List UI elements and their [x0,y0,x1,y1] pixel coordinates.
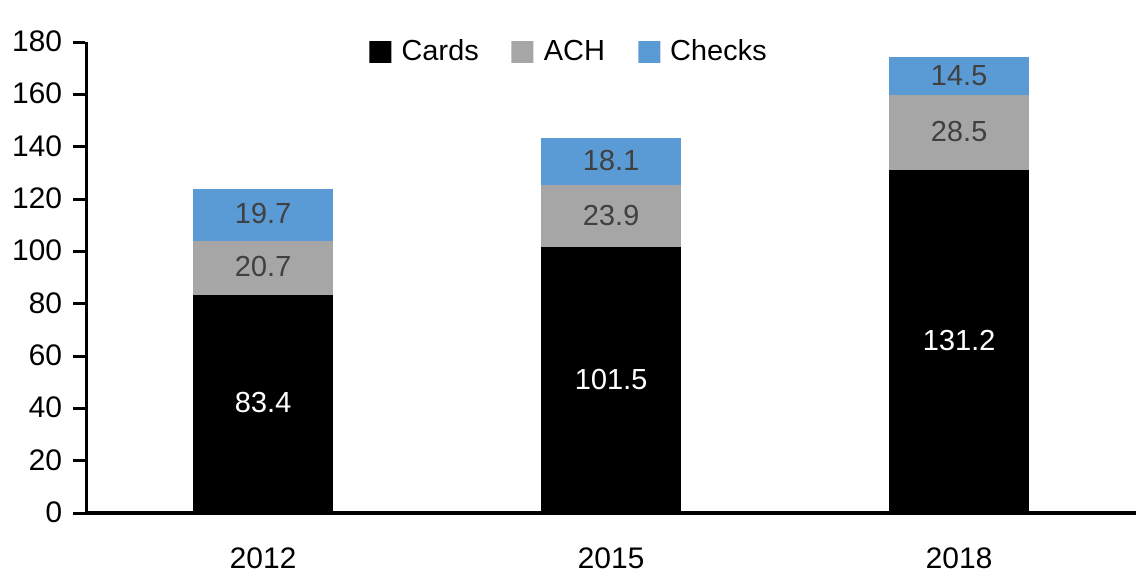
legend-label: Checks [669,35,767,67]
legend-label: Cards [401,35,479,67]
legend-swatch-icon [511,40,534,63]
legend: Cards ACH Checks [369,35,767,68]
y-axis-tick [73,197,85,201]
x-axis-category-label: 2018 [925,542,993,575]
bar-value-label: 83.4 [234,387,292,420]
bar-value-label: 28.5 [930,115,988,148]
bar-value-label: 20.7 [234,251,292,284]
x-axis-line [85,511,1136,515]
bar-value-label: 14.5 [930,59,988,92]
y-axis-tick [73,511,85,515]
bar-segment-cards: 101.5 [541,247,681,513]
y-axis-tick [73,249,85,253]
y-axis-tick-label: 60 [28,339,62,372]
y-axis-tick [73,40,85,44]
y-axis-tick [73,354,85,358]
y-axis-tick-label: 40 [28,391,62,425]
bar-segment-checks: 18.1 [541,137,681,185]
y-axis-line [85,42,88,513]
bar-value-label: 101.5 [574,363,648,396]
bar-segment-cards: 83.4 [193,294,333,513]
bar-segment-ach: 23.9 [541,184,681,248]
x-axis-category-label: 2012 [229,542,297,575]
y-axis-tick [73,92,85,96]
bar-value-label: 131.2 [922,324,996,357]
bar-segment-checks: 19.7 [193,189,333,241]
legend-label: ACH [543,35,605,67]
legend-swatch-icon [369,40,392,63]
y-axis-tick-label: 0 [45,496,62,529]
legend-swatch-icon [637,40,660,63]
bar-value-label: 23.9 [582,199,640,232]
y-axis-tick-label: 80 [28,286,62,320]
x-axis-category-label: 2015 [577,542,645,575]
y-axis-tick [73,406,85,410]
bar-segment-ach: 20.7 [193,240,333,295]
y-axis-tick [73,145,85,149]
y-axis-tick-label: 120 [11,182,62,215]
y-axis-tick-label: 100 [11,234,62,268]
y-axis-tick-label: 140 [11,129,62,163]
y-axis-tick-label: 180 [11,25,62,58]
bar-segment-cards: 131.2 [889,169,1029,513]
y-axis-tick [73,459,85,463]
y-axis-tick [73,302,85,306]
legend-item-checks: Checks [637,35,767,68]
bar-segment-ach: 28.5 [889,95,1029,170]
y-axis-tick-label: 20 [28,443,62,477]
y-axis-tick-label: 160 [11,77,62,111]
bar-value-label: 19.7 [234,198,292,231]
legend-item-cards: Cards [369,35,479,68]
bar-value-label: 18.1 [582,144,640,177]
bar-segment-checks: 14.5 [889,57,1029,96]
legend-item-ach: ACH [511,35,605,68]
